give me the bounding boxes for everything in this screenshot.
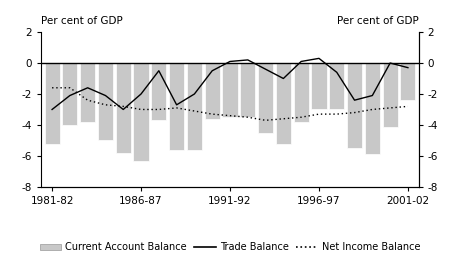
Bar (98, 63, 113, 140)
Bar (62, 63, 77, 125)
Bar (293, 63, 308, 122)
Bar (399, 63, 414, 100)
Bar (275, 63, 290, 144)
Bar (311, 63, 326, 109)
Bar (364, 63, 379, 154)
Bar (329, 63, 344, 109)
Bar (115, 63, 130, 153)
Bar (382, 63, 397, 127)
Bar (240, 63, 255, 117)
Bar (222, 63, 237, 117)
Bar (169, 63, 184, 150)
Bar (151, 63, 166, 120)
Legend: Current Account Balance, Trade Balance, Net Income Balance: Current Account Balance, Trade Balance, … (36, 239, 423, 256)
Bar (45, 63, 60, 144)
Bar (186, 63, 202, 150)
Bar (257, 63, 273, 133)
Text: Per cent of GDP: Per cent of GDP (336, 16, 418, 26)
Bar (133, 63, 148, 160)
Bar (80, 63, 95, 122)
Bar (346, 63, 361, 148)
Text: Per cent of GDP: Per cent of GDP (41, 16, 123, 26)
Bar (204, 63, 219, 119)
